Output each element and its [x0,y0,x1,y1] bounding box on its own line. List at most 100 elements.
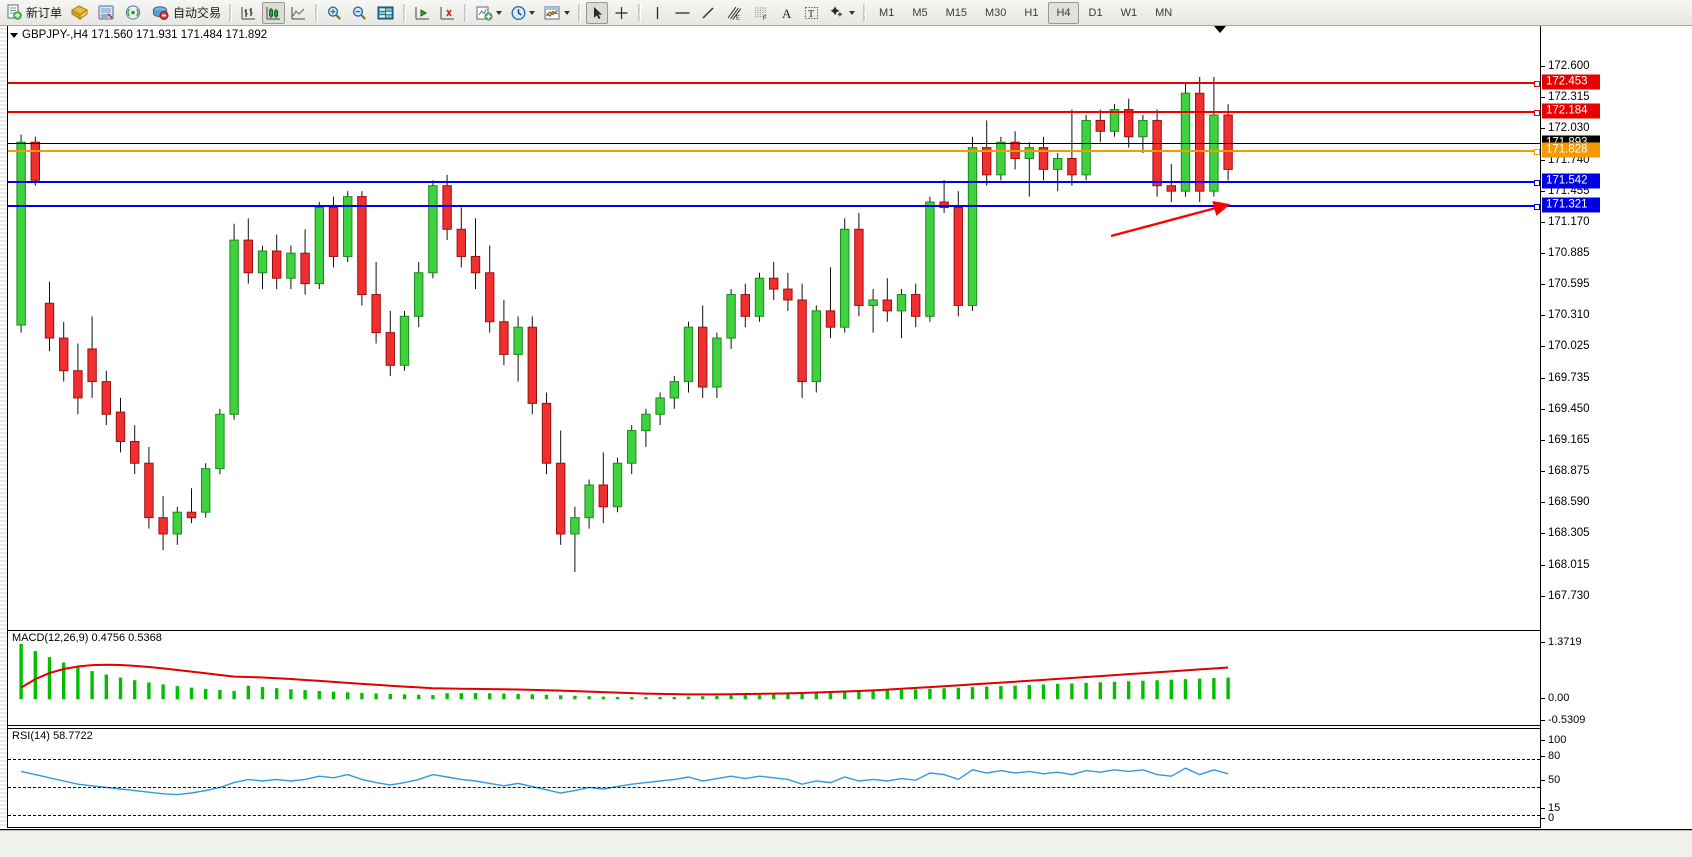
toolbar-separator [464,3,468,22]
chart-shift-button[interactable] [411,2,434,24]
line-chart-icon [291,6,306,19]
chart-collapse-icon[interactable] [10,32,18,38]
templates-icon [544,6,560,19]
price-tag-blue[interactable]: 171.542 [1542,173,1600,189]
cursor-button[interactable] [586,1,609,24]
timeframe-m5-button[interactable]: M5 [912,6,928,19]
price-line-black[interactable] [8,142,1540,144]
rsi-axis-tick: 80 [1540,750,1561,762]
new-order-button[interactable]: 新订单 [3,2,65,24]
candlestick-chart-button[interactable] [262,1,286,24]
shapes-dropdown-caret[interactable] [849,10,856,15]
shapes-button[interactable] [825,2,858,24]
periodicity-icon [511,5,526,20]
price-tick: 169.165 [1541,434,1590,446]
equidistant-channel-button[interactable]: E [722,2,747,24]
price-tick: 170.310 [1541,309,1590,321]
auto-trading-button[interactable]: 自动交易 [148,2,224,24]
timeframe-d1-button[interactable]: D1 [1088,6,1103,19]
timeframe-h1-button[interactable]: H1 [1024,6,1039,19]
price-tick: 169.735 [1541,372,1590,384]
price-line-blue[interactable] [8,204,1540,211]
timeframe-group: M1 M5 M15 M30 H1 H4 D1 W1 MN [870,0,1181,25]
trendline-icon [702,7,714,18]
price-line-handle[interactable] [1534,149,1540,156]
scroll-group [410,0,460,25]
price-tick: 170.885 [1541,247,1590,259]
rsi-axis-tick: 100 [1540,734,1567,746]
chart-shift-icon [415,6,430,19]
timeframe-mn-button[interactable]: MN [1155,6,1173,19]
price-line-handle[interactable] [1534,180,1540,187]
price-tick: 167.730 [1541,590,1590,602]
timeframe-h4-button[interactable]: H4 [1048,1,1079,24]
macd-series [19,643,1230,700]
rsi-series [20,767,1229,796]
horizontal-line-button[interactable] [670,2,695,24]
chart-top-marker [1214,26,1226,33]
macd-panel[interactable]: MACD(12,26,9) 0.4756 0.5368 [8,630,1540,726]
line-chart-button[interactable] [287,2,310,24]
zoom-out-button[interactable] [348,2,371,24]
signals-button[interactable] [121,2,146,24]
indicators-button[interactable] [472,2,505,24]
auto-scroll-icon [440,6,455,19]
strategy-tester-button[interactable] [94,2,119,24]
price-line-handle[interactable] [1534,80,1540,87]
price-tick: 168.590 [1541,496,1590,508]
main-toolbar: 新订单 [0,0,1692,26]
price-line-blue[interactable] [8,180,1540,187]
periodicity-button[interactable] [507,2,538,24]
vertical-line-icon [656,6,658,19]
price-tag-orange[interactable]: 171.828 [1542,142,1600,158]
price-tag-blue[interactable]: 171.321 [1542,197,1600,213]
timeframe-m30-button[interactable]: M30 [985,6,1007,19]
trade-toolbar-group: 新订单 [2,0,225,25]
text-button[interactable]: A [776,2,798,24]
toolbar-separator [638,3,642,22]
templates-button[interactable] [540,2,573,24]
svg-text:F: F [763,16,767,21]
toolbar-separator [578,3,582,22]
timeframe-m15-button[interactable]: M15 [945,6,967,19]
price-tag-red[interactable]: 172.453 [1542,74,1600,90]
price-tag-red[interactable]: 172.184 [1542,103,1600,119]
fibonacci-button[interactable]: F [749,2,774,24]
trendline-button[interactable] [697,2,720,24]
auto-trading-label: 自动交易 [173,6,222,20]
templates-dropdown-caret[interactable] [564,10,571,15]
strategy-tester-icon [98,5,114,20]
price-line-red[interactable] [8,80,1540,87]
text-icon: A [782,6,792,21]
crosshair-button[interactable] [610,2,633,24]
expert-advisor-button[interactable] [67,2,92,24]
price-line-orange[interactable] [8,149,1540,156]
price-tick: 168.305 [1541,527,1590,539]
rsi-level-50 [8,787,1540,788]
text-label-button[interactable]: T [800,2,823,24]
toolbar-separator [315,3,319,22]
zoom-in-button[interactable] [323,2,346,24]
price-line-handle[interactable] [1534,110,1540,117]
macd-axis-tick: -0.5309 [1540,714,1586,726]
timeframe-m1-button[interactable]: M1 [879,6,895,19]
auto-trading-icon [152,6,169,20]
crosshair-icon [615,6,628,19]
periodicity-dropdown-caret[interactable] [529,10,536,15]
drawing-tools-group: E F A T [585,0,859,25]
price-line-handle[interactable] [1534,204,1540,211]
horizontal-line-icon [675,11,690,14]
timeframe-w1-button[interactable]: W1 [1120,6,1138,19]
price-tick: 172.030 [1541,122,1590,134]
chart-window: GBPJPY-,H4 171.560 171.931 171.484 171.8… [0,26,1692,857]
rsi-label: RSI(14) 58.7722 [12,730,93,742]
data-window-button[interactable] [373,2,398,24]
toolbar-separator [229,3,233,22]
rsi-panel[interactable]: RSI(14) 58.7722 [8,728,1540,828]
bar-chart-button[interactable] [237,2,260,24]
price-line-red[interactable] [8,110,1540,117]
indicators-dropdown-caret[interactable] [496,10,503,15]
zoom-in-icon [327,5,342,20]
vertical-line-button[interactable] [646,2,668,24]
auto-scroll-button[interactable] [436,2,459,24]
